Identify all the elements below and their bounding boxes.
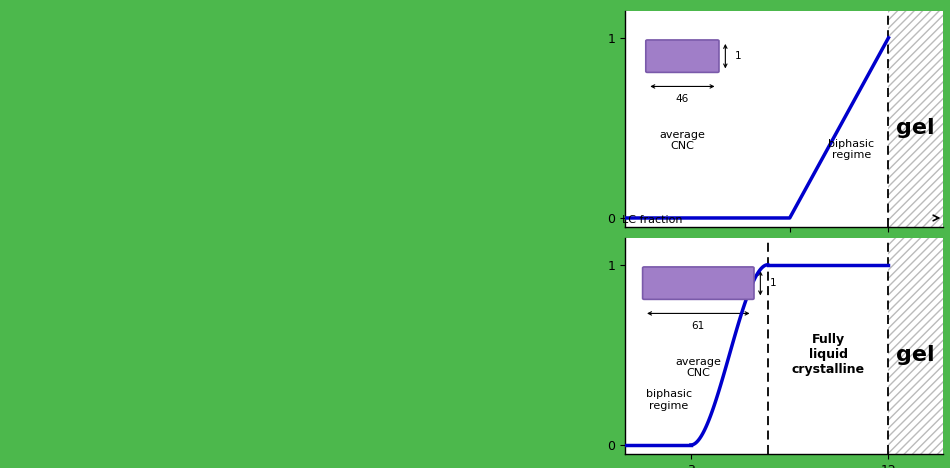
Text: Fully
liquid
crystalline: Fully liquid crystalline	[791, 333, 864, 376]
FancyBboxPatch shape	[642, 267, 754, 300]
Text: biphasic
regime: biphasic regime	[828, 139, 874, 161]
Text: 61: 61	[692, 322, 705, 331]
Bar	[888, 11, 943, 227]
Text: 46: 46	[675, 95, 689, 104]
X-axis label: CNC, wt. %: CNC, wt. %	[751, 252, 817, 265]
Text: 1: 1	[735, 51, 742, 61]
Text: average
CNC: average CNC	[659, 130, 705, 151]
Text: LC fraction: LC fraction	[622, 215, 682, 225]
FancyBboxPatch shape	[646, 40, 719, 73]
Text: average
CNC: average CNC	[675, 357, 721, 378]
Bar	[888, 238, 943, 454]
Text: biphasic
regime: biphasic regime	[646, 389, 692, 411]
Text: gel: gel	[896, 118, 934, 138]
Text: gel: gel	[896, 345, 934, 365]
Text: 1: 1	[770, 278, 776, 288]
Bar	[888, 11, 943, 227]
